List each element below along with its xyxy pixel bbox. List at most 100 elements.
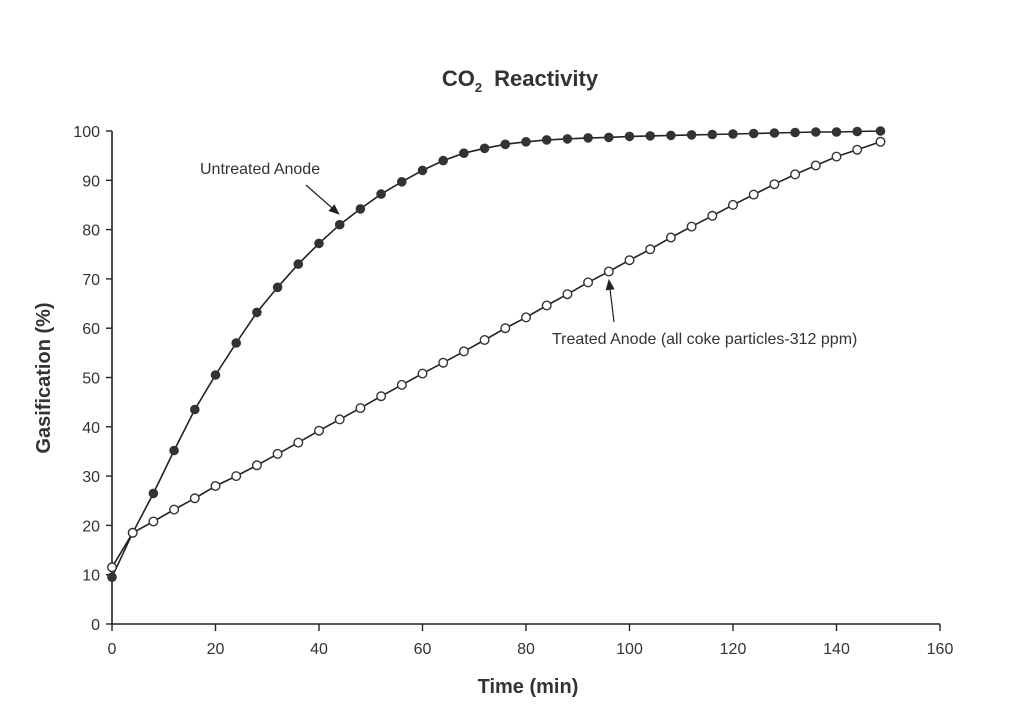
data-point	[231, 471, 242, 482]
data-point	[748, 128, 759, 139]
series-line	[111, 141, 881, 568]
data-point	[479, 335, 490, 346]
data-point	[831, 127, 842, 137]
data-point	[272, 448, 283, 459]
x-tick-label: 100	[616, 641, 643, 658]
data-point	[686, 221, 697, 232]
data-point	[293, 437, 304, 448]
data-point	[665, 232, 676, 243]
series-untreated-anode	[107, 126, 886, 583]
data-point	[438, 155, 449, 166]
data-point	[604, 132, 614, 143]
data-point	[852, 144, 863, 155]
x-tick-label: 60	[414, 641, 432, 658]
x-tick-label: 80	[517, 641, 535, 658]
chart-title-rest: Reactivity	[494, 66, 599, 91]
data-point	[376, 189, 386, 199]
x-axis-label: Time (min)	[478, 676, 579, 698]
data-point	[707, 210, 718, 221]
annotation-arrowhead-treated	[605, 278, 615, 291]
x-tick-label: 0	[108, 641, 117, 658]
y-tick-label: 50	[82, 371, 100, 388]
chart-title: CO2 Reactivity	[442, 66, 599, 95]
data-point	[541, 135, 552, 145]
data-point	[624, 131, 635, 142]
x-tick-label: 160	[927, 641, 954, 658]
data-point	[272, 282, 283, 293]
data-point	[438, 357, 449, 368]
y-tick-label: 100	[73, 124, 100, 141]
data-point	[355, 403, 366, 414]
data-point	[106, 562, 117, 573]
data-point	[790, 169, 801, 180]
data-point	[521, 137, 531, 147]
data-point	[852, 126, 863, 137]
y-tick-label: 90	[82, 173, 100, 190]
data-point	[811, 127, 821, 137]
data-point	[231, 338, 241, 348]
data-point	[707, 129, 718, 140]
annotation-arrowhead-untreated	[328, 204, 340, 215]
data-point	[831, 151, 842, 162]
x-tick-label: 40	[310, 641, 328, 658]
data-point	[293, 259, 304, 269]
series-treated-anode	[106, 136, 886, 573]
data-point	[479, 143, 490, 154]
data-point	[583, 133, 593, 143]
data-point	[624, 255, 635, 266]
data-point	[500, 323, 511, 334]
data-point	[107, 572, 117, 583]
data-point	[790, 127, 800, 138]
data-point	[686, 130, 697, 140]
annotation-arrow-untreated	[305, 184, 332, 208]
data-point	[148, 488, 159, 499]
y-ticks: 0 10 20 30 40 50 60 70 80 90 100	[73, 124, 112, 634]
data-point	[769, 179, 780, 190]
data-point	[417, 165, 428, 176]
data-point	[521, 312, 532, 323]
series-layer	[106, 126, 886, 583]
data-point	[645, 244, 656, 255]
data-point	[875, 126, 886, 136]
chart-title-subscript: 2	[475, 80, 482, 95]
data-point	[190, 404, 200, 415]
data-point	[376, 391, 387, 402]
x-tick-label: 20	[207, 641, 225, 658]
data-point	[169, 445, 179, 456]
data-point	[458, 346, 469, 357]
data-point	[396, 379, 407, 390]
series-line	[111, 130, 881, 578]
data-point	[728, 129, 738, 139]
annotation-arrow-treated	[609, 289, 615, 323]
x-tick-label: 120	[720, 641, 747, 658]
data-point	[562, 289, 573, 300]
y-tick-label: 20	[82, 518, 100, 535]
y-tick-label: 40	[82, 420, 100, 437]
data-point	[728, 199, 739, 210]
y-tick-label: 30	[82, 469, 100, 486]
data-point	[583, 277, 594, 288]
data-point	[645, 131, 656, 141]
data-point	[210, 370, 221, 380]
data-point	[459, 148, 469, 158]
annotation-untreated-anode: Untreated Anode	[200, 161, 320, 178]
data-point	[210, 481, 221, 492]
data-point	[562, 134, 573, 144]
annotation-treated-anode: Treated Anode (all coke particles-312 pp…	[552, 331, 857, 348]
chart-title-main: CO	[442, 66, 475, 91]
data-point	[397, 177, 407, 187]
data-point	[334, 219, 345, 230]
data-point	[169, 504, 180, 515]
data-point	[189, 493, 200, 504]
x-tick-label: 140	[823, 641, 850, 658]
y-axis-label: Gasification (%)	[33, 302, 55, 453]
data-point	[748, 189, 759, 200]
y-tick-label: 70	[82, 272, 100, 289]
data-point	[334, 414, 345, 425]
y-tick-label: 0	[91, 617, 100, 634]
y-tick-label: 80	[82, 223, 100, 240]
data-point	[252, 307, 262, 318]
data-point	[810, 160, 821, 171]
y-tick-label: 60	[82, 321, 100, 338]
